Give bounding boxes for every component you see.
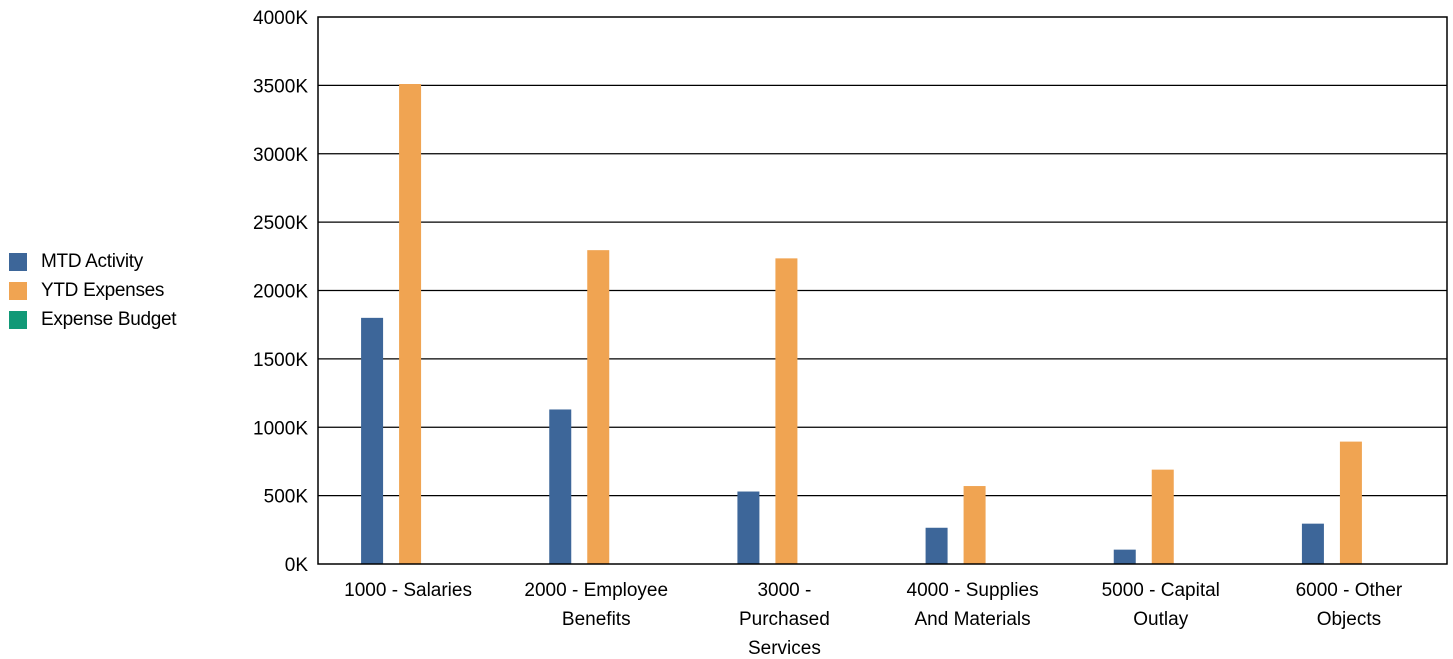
bar-mtd-activity [737,491,760,564]
legend-label-mtd-activity: MTD Activity [41,250,143,272]
x-category-label: 3000 -Purchased Services [739,580,830,659]
bar-ytd-expenses [587,250,610,564]
legend-item-expense-budget: Expense Budget [9,305,177,334]
x-category-label: 5000 - Capital Outlay [1102,580,1220,630]
legend-swatch-mtd-activity [9,252,27,271]
bar-ytd-expenses [399,84,422,564]
legend-label-expense-budget: Expense Budget [41,308,177,330]
x-category-label: 2000 - Employee Benefits [524,580,668,630]
bar-mtd-activity [549,409,572,564]
y-tick-label: 1000K [253,418,308,439]
legend-swatch-expense-budget [9,310,27,329]
y-tick-label: 3500K [253,76,308,97]
legend-swatch-ytd-expenses [9,281,27,300]
gridlines [318,84,1447,497]
bar-mtd-activity [361,317,384,564]
bar-mtd-activity [1301,523,1324,564]
x-axis-category-labels: 1000 - Salaries 2000 - Employee Benefits 30… [344,580,1403,659]
bars [361,84,1362,564]
x-category-label: 4000 - Supplies And Materials [907,580,1039,630]
legend-item-ytd-expenses: YTD Expenses [9,276,176,305]
plot-area-frame [317,16,1448,565]
legend: MTD Activity YTD Expenses Expense Budget [9,247,177,334]
x-category-label: 1000 - Salaries [344,580,472,601]
legend-item-mtd-activity: MTD Activity [9,247,176,276]
y-tick-label: 0K [285,555,309,576]
y-tick-label: 2500K [253,213,308,234]
bar-mtd-activity [925,527,948,564]
y-tick-label: 3000K [253,145,308,166]
legend-label-ytd-expenses: YTD Expenses [41,279,165,301]
y-tick-label: 2000K [253,282,308,303]
bar-ytd-expenses [775,258,798,564]
bar-ytd-expenses [1151,469,1174,564]
bar-mtd-activity [1113,549,1136,564]
bar-ytd-expenses [963,486,986,564]
y-tick-label: 1500K [253,350,308,371]
y-axis-tick-labels: 0K 500K 1000K 1500K 2000K 2500K 3000K 3500K 4000… [253,8,308,576]
y-tick-label: 4000K [253,8,308,29]
x-category-label: 6000 - Other Objects [1296,580,1403,630]
bar-ytd-expenses [1339,441,1362,564]
y-tick-label: 500K [264,487,309,508]
